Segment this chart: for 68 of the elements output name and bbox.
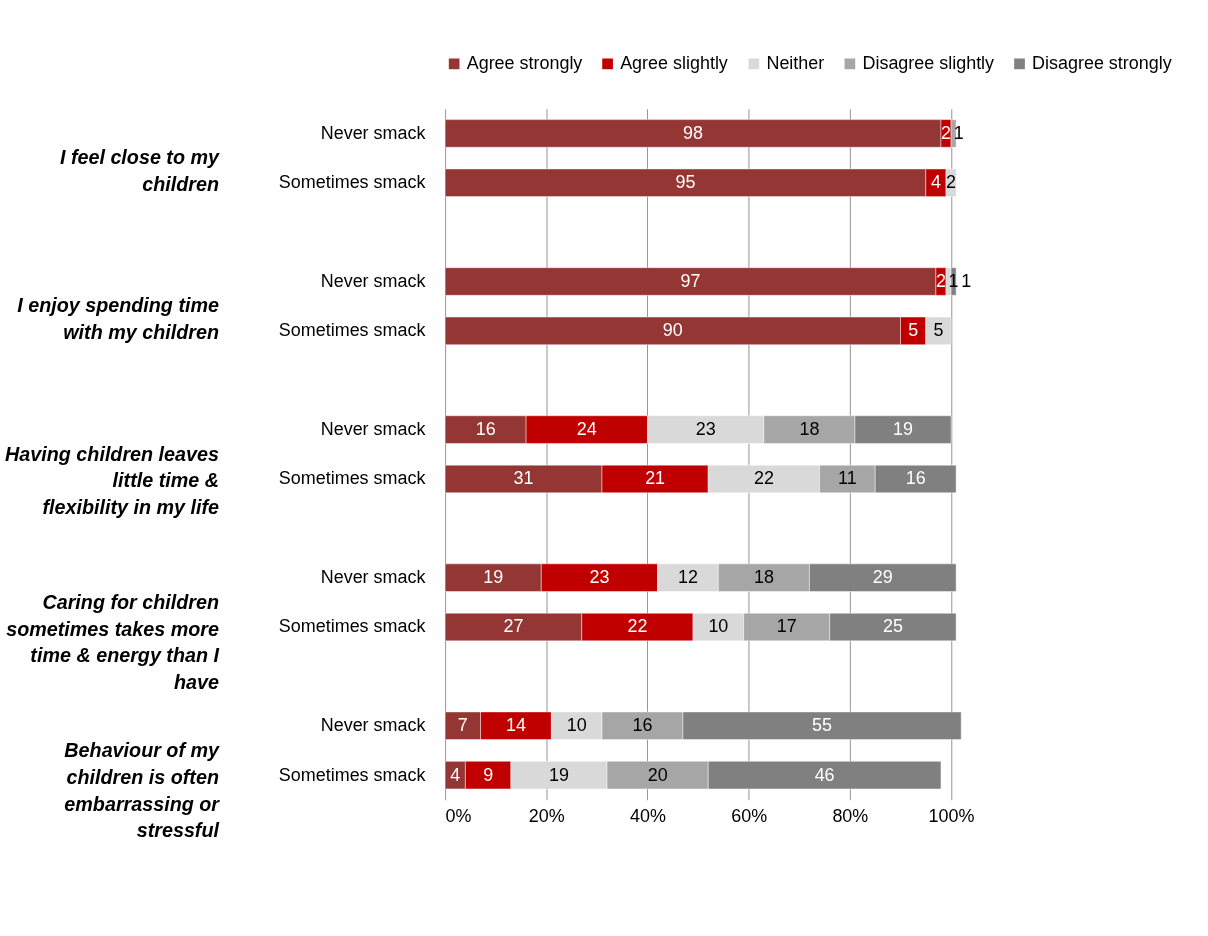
data-label: 31 [513, 468, 534, 489]
data-label: 19 [549, 764, 569, 785]
data-label: 90 [662, 320, 683, 341]
data-label: 55 [812, 715, 833, 736]
data-label: 10 [566, 715, 587, 736]
text: I enjoy spending time with my children [17, 294, 219, 344]
data-label: 4 [930, 172, 941, 193]
text: I feel close to my children [59, 146, 220, 196]
legend-label: Disagree slightly [862, 53, 995, 74]
y-tick-label: Sometimes smack [278, 616, 426, 637]
data-label: 9 [483, 764, 494, 785]
data-label: 10 [708, 616, 729, 637]
text: Caring for children sometimes takes more time & energy than I have [6, 590, 220, 694]
data-label: 1 [953, 122, 964, 143]
data-label: 16 [475, 418, 496, 439]
y-tick-label: Sometimes smack [278, 172, 426, 193]
x-tick-label: 20% [528, 805, 565, 826]
y-tick-label: Never smack [320, 270, 426, 291]
y-tick-label: Never smack [320, 122, 426, 143]
y-tick-label: Never smack [320, 567, 426, 588]
data-label: 19 [893, 418, 914, 439]
x-tick-label: 0% [445, 805, 472, 826]
data-label: 22 [753, 468, 774, 489]
data-label: 11 [838, 468, 857, 489]
data-label: 25 [882, 616, 903, 637]
data-label: 18 [799, 418, 820, 439]
data-label: 4 [450, 764, 461, 785]
data-label: 22 [627, 616, 648, 637]
data-label: 23 [589, 567, 610, 588]
data-label: 20 [647, 764, 668, 785]
data-label: 95 [675, 172, 696, 193]
data-label: 21 [645, 468, 666, 489]
x-tick-label: 100% [928, 805, 975, 826]
y-tick-label: Never smack [320, 715, 426, 736]
data-label: 2 [946, 172, 957, 193]
y-tick-label: Sometimes smack [278, 468, 426, 489]
data-label: 24 [576, 418, 597, 439]
data-label: 16 [905, 468, 926, 489]
data-label: 1 [961, 270, 972, 291]
data-label: 27 [503, 616, 524, 637]
x-tick-label: 60% [731, 805, 768, 826]
data-label: 14 [506, 715, 526, 736]
y-tick-label: Sometimes smack [278, 764, 426, 785]
x-tick-label: 40% [630, 805, 666, 826]
data-label: 5 [908, 320, 919, 341]
data-label: 19 [483, 567, 504, 588]
data-label: 18 [753, 567, 774, 588]
legend-label: Neither [766, 53, 825, 74]
data-label: 23 [695, 418, 716, 439]
data-label: 2 [935, 270, 946, 291]
data-label: 2 [941, 122, 952, 143]
data-label: 16 [632, 715, 653, 736]
legend-label: Agree strongly [466, 53, 583, 74]
text: Behaviour of my children is often embarrassing or stressful [64, 738, 221, 842]
data-label: 29 [872, 567, 893, 588]
y-tick-label: Never smack [320, 418, 426, 439]
text: Having children leaves little time & flexibility in my life [5, 442, 220, 519]
legend-label: Disagree strongly [1032, 53, 1172, 74]
data-label: 46 [814, 764, 835, 785]
data-label: 5 [933, 320, 944, 341]
y-tick-label: Sometimes smack [278, 320, 426, 341]
data-label: 7 [457, 715, 468, 736]
data-label: 98 [683, 122, 704, 143]
x-tick-label: 80% [832, 805, 869, 826]
data-label: 97 [680, 270, 701, 291]
legend-label: Agree slightly [620, 53, 728, 74]
data-label: 17 [776, 616, 797, 637]
data-label: 12 [678, 567, 698, 588]
